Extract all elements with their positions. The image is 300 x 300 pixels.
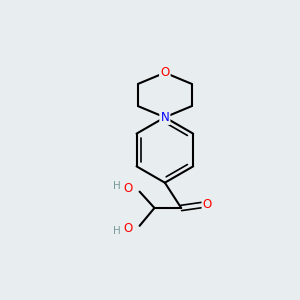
Text: H: H <box>113 226 121 236</box>
Text: H: H <box>113 181 121 191</box>
Text: O: O <box>160 66 170 79</box>
Text: N: N <box>160 111 169 124</box>
Text: O: O <box>124 182 133 195</box>
Text: O: O <box>124 222 133 235</box>
Text: O: O <box>203 199 212 212</box>
